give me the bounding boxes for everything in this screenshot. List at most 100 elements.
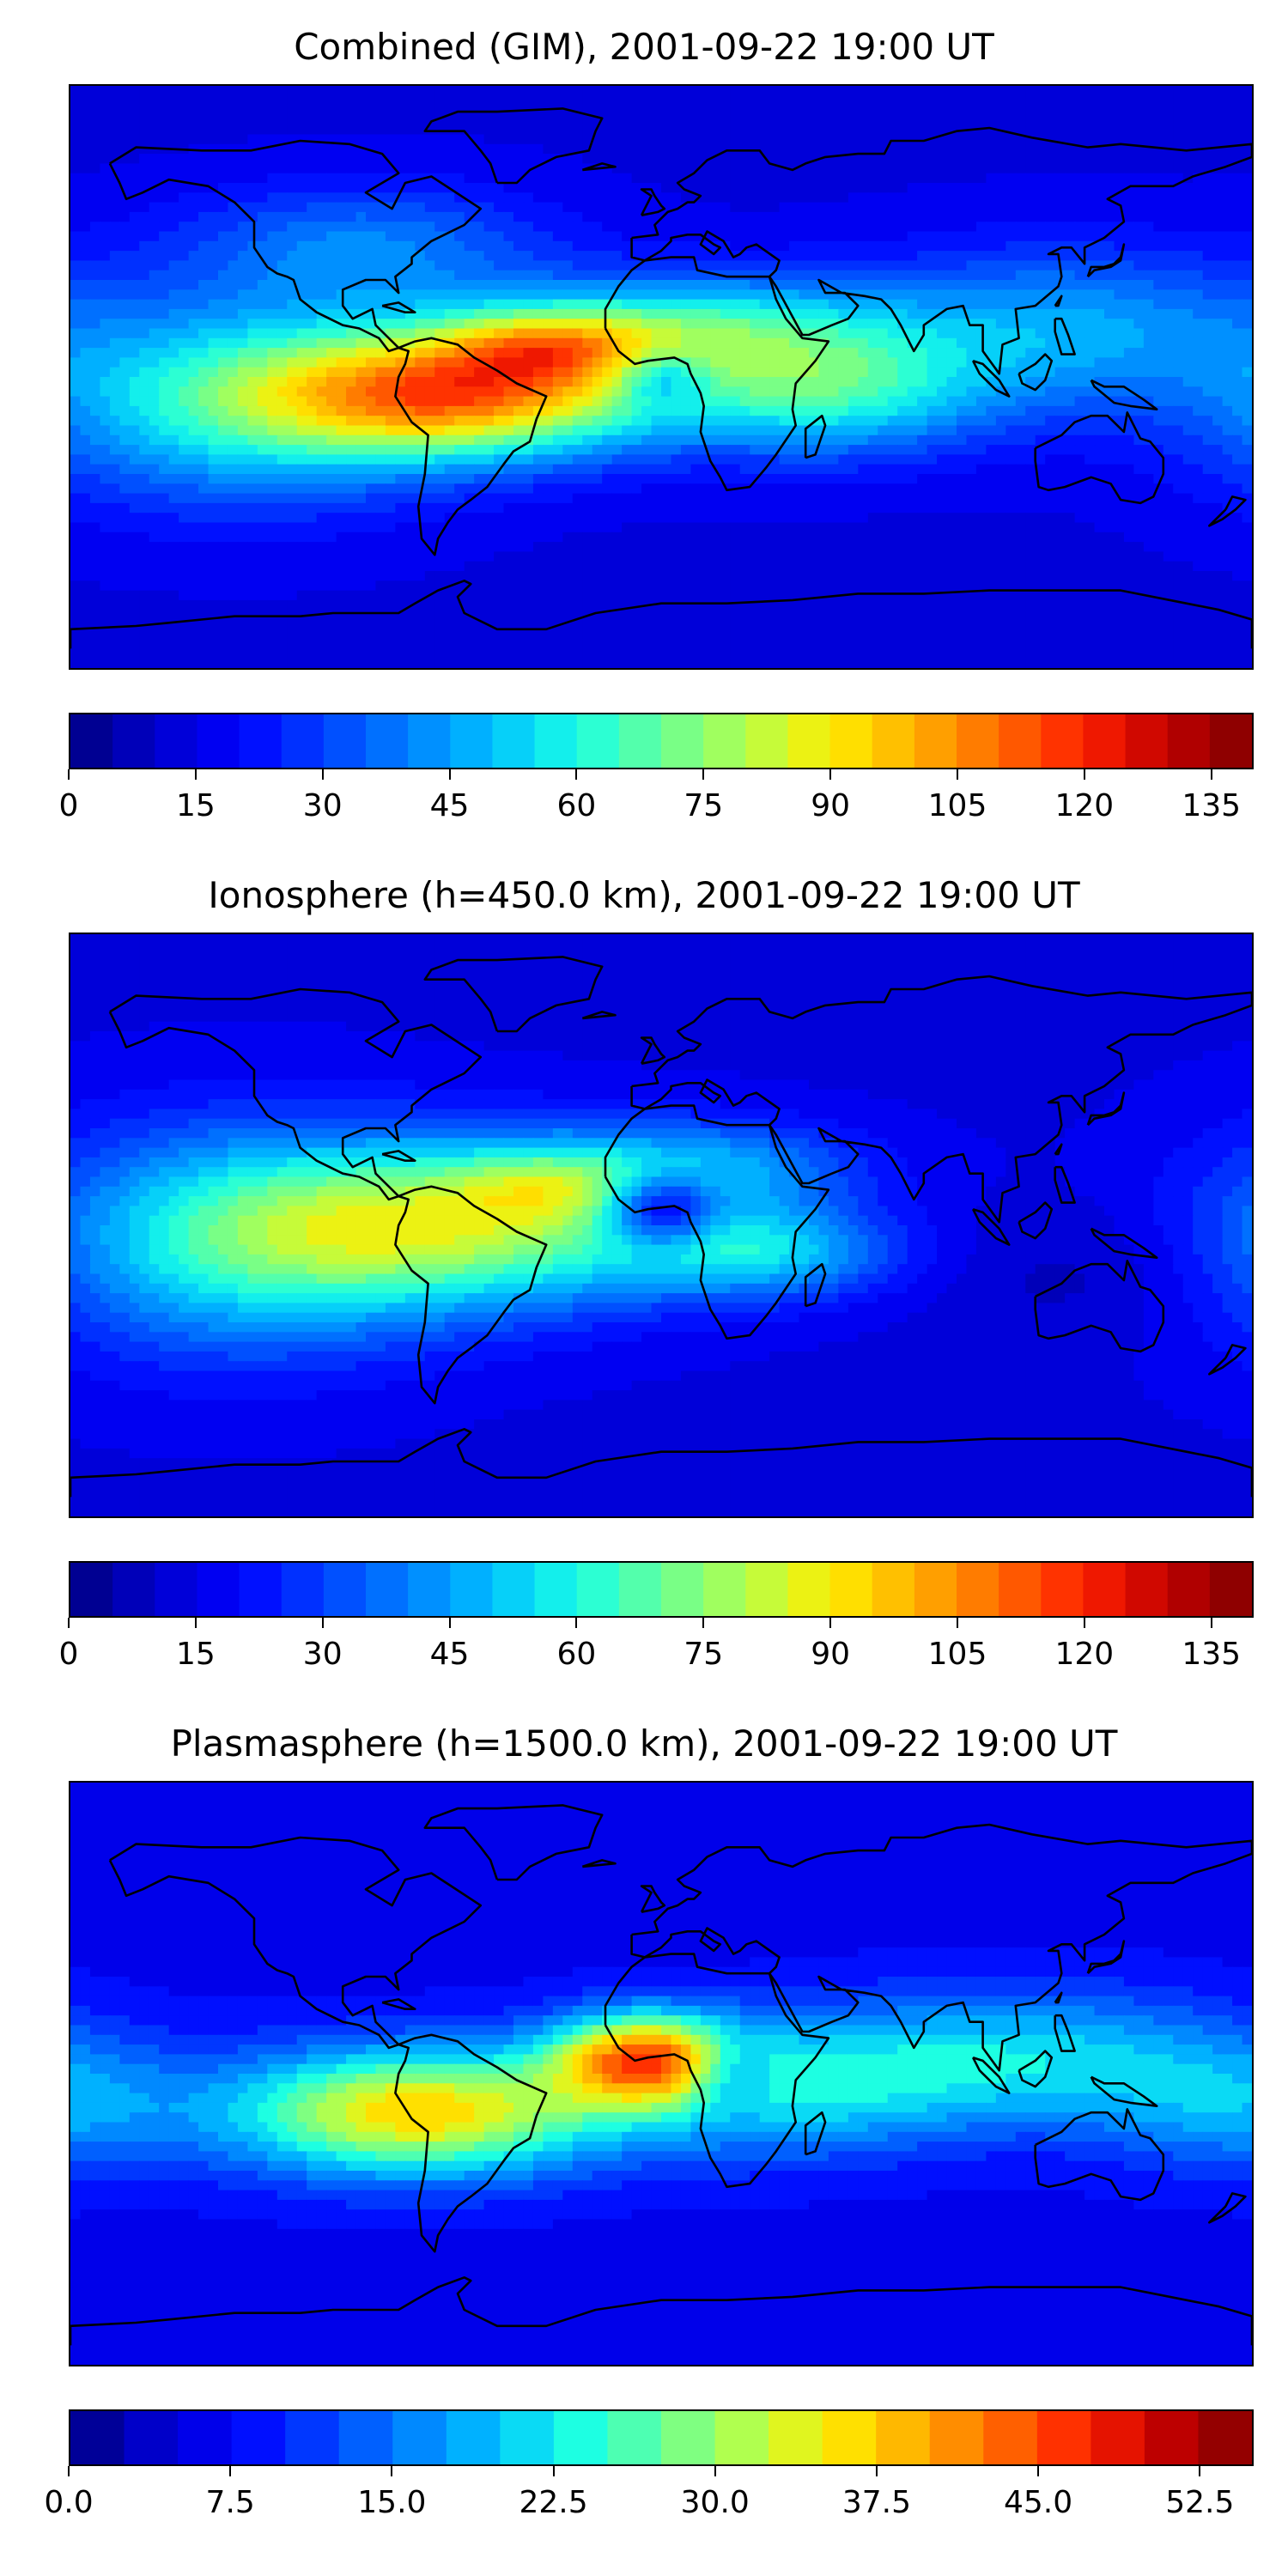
tec-cell xyxy=(494,405,505,416)
tec-cell xyxy=(1123,134,1134,145)
tec-cell xyxy=(818,270,829,281)
tec-cell xyxy=(366,483,377,495)
tec-cell xyxy=(1232,183,1243,193)
tec-cell xyxy=(602,114,613,125)
tec-cell xyxy=(700,202,711,213)
tec-cell xyxy=(975,367,987,378)
tec-cell xyxy=(434,299,446,310)
tec-cell xyxy=(671,260,682,271)
tec-cell xyxy=(592,192,603,204)
tec-cell xyxy=(80,445,91,455)
tec-cell xyxy=(89,454,100,465)
tec-cell xyxy=(700,434,711,446)
tec-cell xyxy=(168,105,179,116)
tec-cell xyxy=(159,357,170,368)
tec-cell xyxy=(1222,280,1233,290)
tec-cell xyxy=(395,143,406,155)
tec-cell xyxy=(395,240,406,252)
tec-cell xyxy=(769,173,781,184)
tec-cell xyxy=(789,357,800,368)
tec-cell xyxy=(572,114,583,125)
tec-cell xyxy=(867,289,878,301)
tec-cell xyxy=(897,183,908,193)
tec-cell xyxy=(946,405,957,416)
tec-cell xyxy=(897,95,908,106)
tec-cell xyxy=(523,222,534,233)
tec-cell xyxy=(1212,474,1224,484)
tec-cell xyxy=(700,270,711,281)
tec-cell xyxy=(867,416,878,427)
tec-cell xyxy=(1193,95,1204,106)
tec-cell xyxy=(336,425,347,436)
tec-cell xyxy=(375,396,386,407)
tec-cell xyxy=(867,377,878,387)
tec-cell xyxy=(966,173,977,184)
tec-cell xyxy=(1005,251,1017,261)
tec-cell xyxy=(543,114,554,125)
tec-cell xyxy=(1065,454,1076,465)
tec-cell xyxy=(1114,348,1125,358)
tec-cell xyxy=(720,464,731,475)
tec-cell xyxy=(267,173,278,184)
tec-cell xyxy=(228,222,239,233)
tec-cell xyxy=(661,95,672,106)
tec-cell xyxy=(129,425,140,436)
tec-cell xyxy=(858,367,869,378)
tec-cell xyxy=(336,134,347,145)
tec-cell xyxy=(750,319,761,330)
tec-cell xyxy=(759,114,770,125)
tec-cell xyxy=(937,251,948,261)
tec-cell xyxy=(70,474,82,484)
tec-cell xyxy=(415,222,426,233)
tec-cell xyxy=(1212,319,1224,330)
tec-cell xyxy=(1123,299,1134,310)
tec-cell xyxy=(513,222,525,233)
tec-cell xyxy=(385,251,396,261)
tec-cell xyxy=(867,357,878,368)
tec-cell xyxy=(759,202,770,213)
tec-cell xyxy=(1202,280,1213,290)
tec-cell xyxy=(809,143,820,155)
tec-cell xyxy=(355,202,367,213)
tec-cell xyxy=(523,134,534,145)
tec-cell xyxy=(631,134,642,145)
tec-cell xyxy=(779,299,790,310)
tec-cell xyxy=(562,211,574,222)
tec-cell xyxy=(671,211,682,222)
tec-cell xyxy=(375,173,386,184)
tec-cell xyxy=(543,260,554,271)
tec-cell xyxy=(1163,405,1174,416)
tec-cell xyxy=(395,251,406,261)
tec-cell xyxy=(415,154,426,164)
tec-cell xyxy=(257,396,268,407)
tec-cell xyxy=(287,240,298,252)
tec-cell xyxy=(149,251,160,261)
tec-cell xyxy=(887,357,898,368)
tec-cell xyxy=(503,95,514,106)
tec-cell xyxy=(710,260,721,271)
tec-cell xyxy=(690,425,702,436)
tec-cell xyxy=(867,105,878,116)
tec-cell xyxy=(809,434,820,446)
tec-cell xyxy=(276,337,288,349)
tec-cell xyxy=(483,86,495,96)
tec-cell xyxy=(867,154,878,164)
tec-cell xyxy=(750,240,761,252)
tec-cell xyxy=(208,143,219,155)
tec-cell xyxy=(828,231,839,242)
tec-cell xyxy=(887,348,898,358)
tec-cell xyxy=(424,454,435,465)
tec-cell xyxy=(474,308,485,319)
tec-cell xyxy=(1202,154,1213,164)
tec-cell xyxy=(828,357,839,368)
tec-cell xyxy=(198,416,210,427)
tec-cell xyxy=(750,251,761,261)
tec-cell xyxy=(937,289,948,301)
tec-cell xyxy=(228,289,239,301)
tec-cell xyxy=(454,416,465,427)
tec-cell xyxy=(395,202,406,213)
tec-cell xyxy=(1173,270,1184,281)
tec-cell xyxy=(1025,270,1036,281)
tec-cell xyxy=(89,483,100,495)
tec-cell xyxy=(385,114,396,125)
